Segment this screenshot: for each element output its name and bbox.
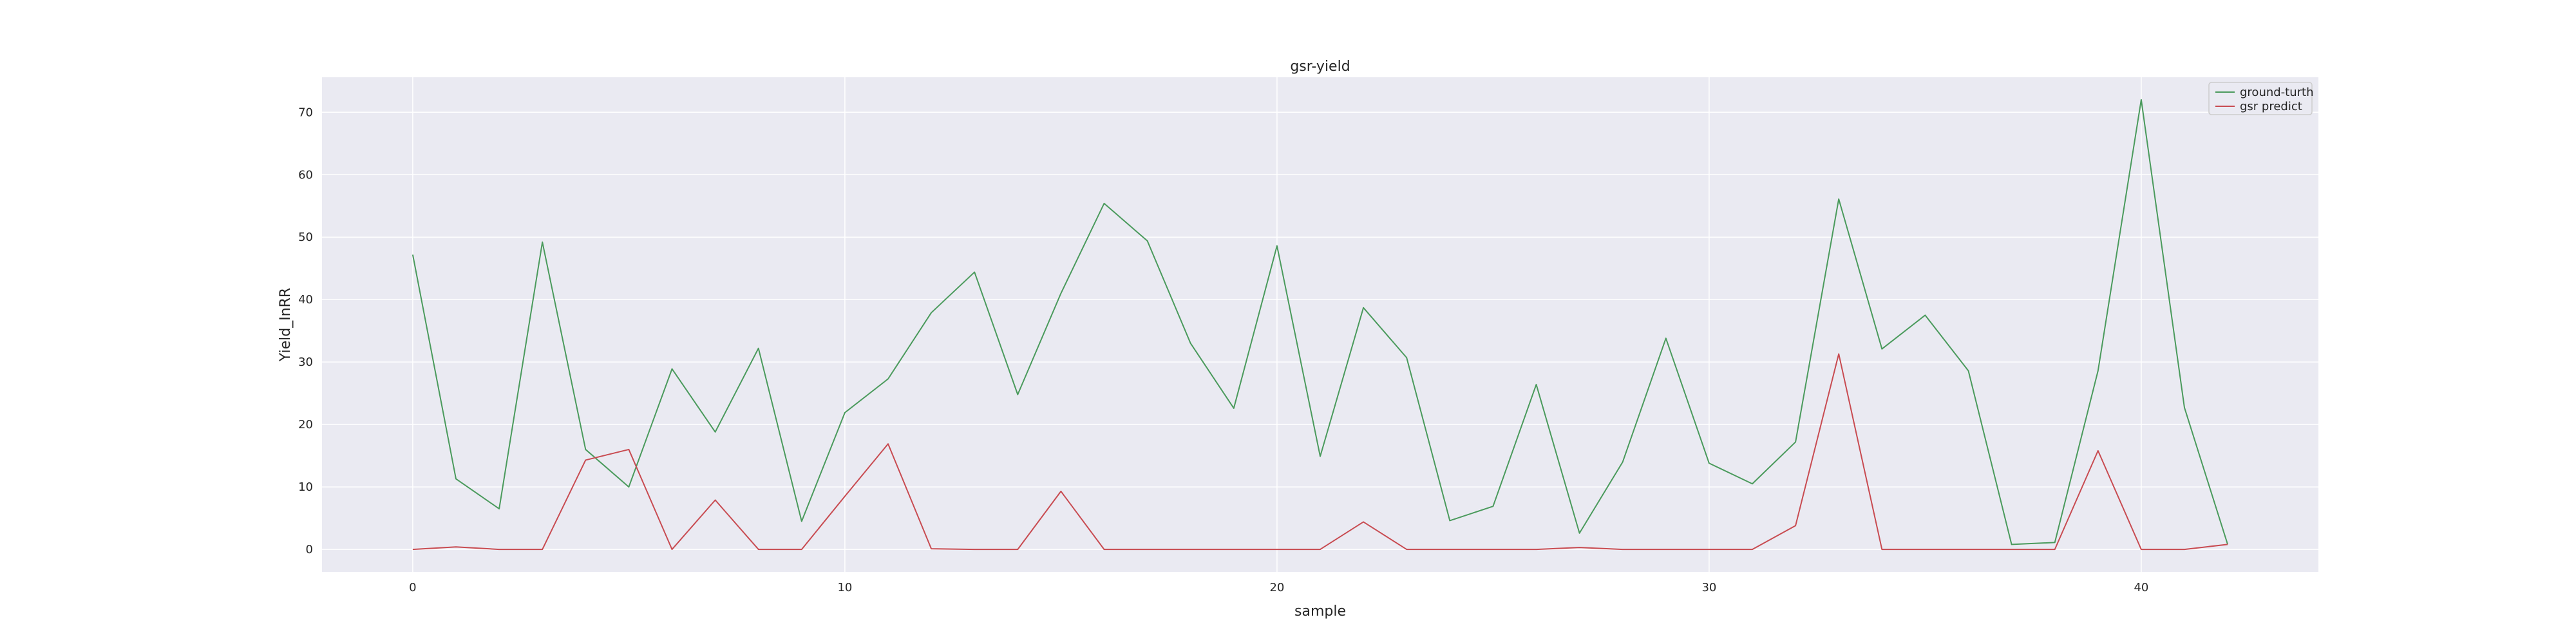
y-tick-label: 20 [298, 418, 313, 431]
y-tick-label: 60 [298, 168, 313, 182]
y-tick-label: 40 [298, 293, 313, 307]
series-line-ground-turth [412, 99, 2229, 545]
x-tick-label: 10 [837, 581, 852, 594]
x-axis-title: sample [1294, 603, 1346, 620]
series-line-gsr-predict [412, 353, 2228, 551]
y-tick-label: 0 [306, 543, 313, 556]
legend-label-gsr-predict: gsr predict [2240, 100, 2302, 113]
y-tick-label: 30 [298, 355, 313, 369]
x-tick-label: 0 [409, 581, 416, 594]
legend: ground-turth gsr predict [2208, 82, 2314, 115]
y-tick-label: 10 [298, 480, 313, 494]
legend-label-ground-turth: ground-turth [2240, 86, 2314, 99]
series-layer [412, 99, 2229, 551]
plot-area [322, 77, 2318, 572]
x-tick-label: 40 [2134, 581, 2148, 594]
x-tick-label: 20 [1269, 581, 1284, 594]
chart-title: gsr-yield [1290, 59, 1350, 75]
y-tick-label: 70 [298, 106, 313, 119]
y-axis-title: Yield_InRR [278, 288, 294, 362]
x-tick-label: 30 [1701, 581, 1716, 594]
tick-labels: 0 10 20 30 40 0 10 20 30 40 50 60 70 [298, 106, 2148, 594]
y-tick-label: 50 [298, 231, 313, 244]
